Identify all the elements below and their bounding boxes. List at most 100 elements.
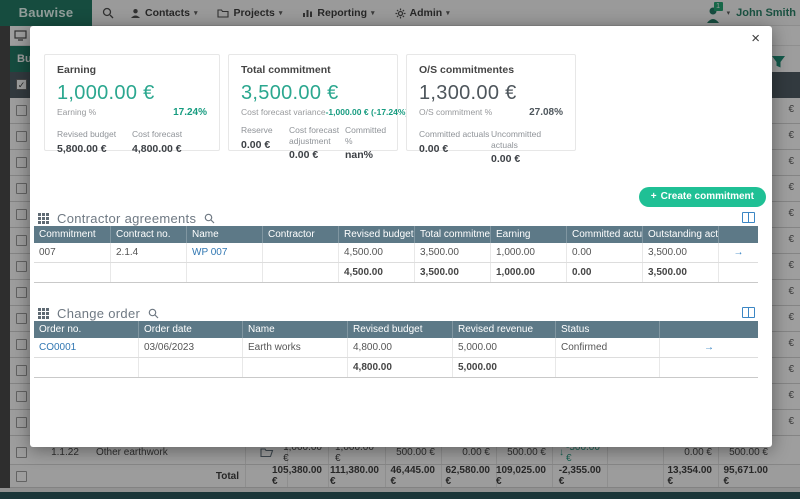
- cost-table-row[interactable]: 1.1.22 Other earthwork 1,000.00 € 1,000.…: [10, 441, 800, 465]
- cell-contract-no: 2.1.4: [110, 243, 186, 262]
- earning-pct: 17.24%: [173, 107, 207, 118]
- monitor-icon: [14, 30, 27, 41]
- row-code: 1.1.22: [51, 447, 79, 458]
- chevron-down-icon: ▾: [726, 10, 731, 17]
- grid-icon: [38, 308, 49, 319]
- menu-admin[interactable]: Admin ▾: [395, 7, 450, 19]
- col-header[interactable]: Outstanding actuals: [642, 226, 718, 243]
- table-row[interactable]: CO0001 03/06/2023 Earth works 4,800.00 5…: [34, 338, 758, 358]
- close-icon[interactable]: ×: [751, 30, 760, 47]
- total-value: 4,500.00: [338, 263, 414, 282]
- chart-icon: [302, 8, 313, 18]
- select-all-checkbox[interactable]: ✓: [16, 79, 27, 90]
- row-checkbox[interactable]: [16, 417, 27, 428]
- commitment-amount: 3,500.00 €: [241, 82, 339, 104]
- field-value: 4,800.00 €: [132, 142, 182, 155]
- col-header[interactable]: Revised revenue: [452, 321, 555, 338]
- cost-table-total-row: Total 105,380.00 € 111,380.00 € 46,445.0…: [10, 465, 800, 488]
- row-checkbox[interactable]: [16, 105, 27, 116]
- field-value: 0.00 €: [419, 142, 449, 155]
- earning-card: Earning 1,000.00 € Earning % 17.24% Revi…: [44, 54, 220, 155]
- row-checkbox[interactable]: [16, 157, 27, 168]
- menu-projects[interactable]: Projects ▾: [217, 7, 282, 19]
- table-header: Commitment Contract no. Name Contractor …: [34, 226, 758, 243]
- col-header[interactable]: Status: [555, 321, 659, 338]
- col-header[interactable]: Name: [242, 321, 347, 338]
- contacts-icon: [130, 8, 141, 19]
- table-row[interactable]: 007 2.1.4 WP 007 4,500.00 3,500.00 1,000…: [34, 243, 758, 263]
- os-pct-label: O/S commitment %: [419, 107, 493, 117]
- cell-revised-budget: 4,500.00: [338, 243, 414, 262]
- row-checkbox[interactable]: [16, 131, 27, 142]
- search-icon[interactable]: [102, 7, 114, 19]
- grid-icon: [38, 213, 49, 224]
- create-commitment-button[interactable]: + Create commitment: [638, 187, 766, 207]
- brand-logo[interactable]: Bauwise: [0, 0, 92, 26]
- row-checkbox[interactable]: [16, 261, 27, 272]
- col-header[interactable]: Earning: [490, 226, 566, 243]
- col-header[interactable]: Commitment: [39, 229, 96, 240]
- search-icon[interactable]: [204, 213, 215, 224]
- col-header[interactable]: Committed actuals: [566, 226, 642, 243]
- row-checkbox[interactable]: [16, 235, 27, 246]
- row-checkbox[interactable]: [16, 447, 27, 458]
- row-checkbox[interactable]: [16, 365, 27, 376]
- row-checkbox[interactable]: [16, 470, 27, 482]
- row-value: 500.00 €: [718, 441, 774, 464]
- menu-reporting[interactable]: Reporting ▾: [302, 7, 375, 19]
- col-header[interactable]: Name: [186, 226, 262, 243]
- total-value: 0.00: [566, 263, 642, 282]
- field-label: Revised budget: [57, 129, 117, 139]
- field-value: 0.00 €: [491, 153, 521, 166]
- cell-order-no-link[interactable]: CO0001: [39, 342, 77, 353]
- left-sidebar-strip: [0, 26, 10, 492]
- columns-icon[interactable]: [742, 212, 755, 223]
- col-header[interactable]: Revised budget: [347, 321, 452, 338]
- folder-icon: [217, 8, 230, 18]
- cell-name: Earth works: [242, 338, 347, 357]
- col-header[interactable]: Contractor: [262, 226, 338, 243]
- search-icon[interactable]: [148, 308, 159, 319]
- field-label: Committed actuals: [419, 129, 490, 139]
- col-header[interactable]: Contract no.: [110, 226, 186, 243]
- user-menu[interactable]: 1 ▾ John Smith: [706, 0, 796, 26]
- variance-value: -1,000.00 € (-17.24%) ↓: [326, 107, 415, 117]
- total-value: 111,380.00 €: [328, 465, 385, 487]
- chevron-down-icon: ▾: [278, 10, 283, 17]
- bottom-strip: [0, 488, 800, 492]
- avatar: 1: [706, 2, 723, 24]
- row-checkbox[interactable]: [16, 339, 27, 350]
- cell-name-link[interactable]: WP 007: [186, 243, 262, 262]
- open-folder-icon[interactable]: [245, 441, 287, 464]
- col-header[interactable]: Revised budget: [338, 226, 414, 243]
- field-value: 5,800.00 €: [57, 142, 107, 155]
- col-header[interactable]: Total commitment: [414, 226, 490, 243]
- total-value: 3,500.00: [642, 263, 718, 282]
- row-checkbox[interactable]: [16, 287, 27, 298]
- arrow-down-icon: ↓: [559, 447, 564, 458]
- row-checkbox[interactable]: [16, 391, 27, 402]
- menu-contacts[interactable]: Contacts ▾: [130, 7, 197, 19]
- os-commitments-card: O/S commitmentes 1,300.00 € O/S commitme…: [406, 54, 576, 165]
- arrow-right-icon[interactable]: →: [718, 243, 758, 262]
- row-value: 1,000.00 €: [328, 441, 385, 464]
- bottom-bar: [0, 492, 800, 499]
- cell-commitment: 007: [39, 247, 56, 258]
- cell-order-date: 03/06/2023: [138, 338, 242, 357]
- notification-badge: 1: [713, 2, 723, 11]
- commitment-modal: × Earning 1,000.00 € Earning % 17.24% Re…: [30, 26, 772, 447]
- filter-icon[interactable]: [771, 54, 786, 69]
- col-header[interactable]: Order date: [138, 321, 242, 338]
- menu-label: Contacts: [145, 7, 190, 19]
- row-checkbox[interactable]: [16, 183, 27, 194]
- os-amount: 1,300.00 €: [419, 82, 517, 104]
- total-value: 3,500.00: [414, 263, 490, 282]
- row-checkbox[interactable]: [16, 313, 27, 324]
- field-value: 0.00 €: [289, 149, 319, 162]
- col-header[interactable]: Order no.: [39, 324, 82, 335]
- arrow-right-icon[interactable]: →: [659, 338, 758, 357]
- columns-icon[interactable]: [742, 307, 755, 318]
- row-checkbox[interactable]: [16, 209, 27, 220]
- menu-label: Projects: [233, 7, 275, 19]
- total-value: 62,580.00 €: [441, 465, 496, 487]
